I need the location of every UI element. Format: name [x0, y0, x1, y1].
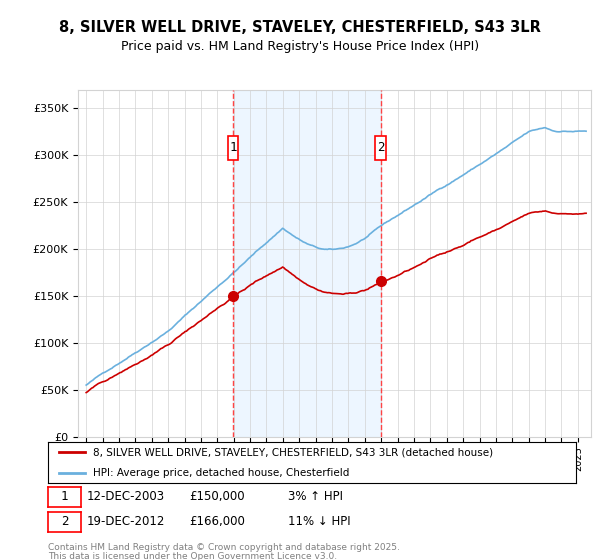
FancyBboxPatch shape [376, 136, 386, 160]
Text: 3% ↑ HPI: 3% ↑ HPI [288, 490, 343, 503]
Text: £150,000: £150,000 [189, 490, 245, 503]
Text: This data is licensed under the Open Government Licence v3.0.: This data is licensed under the Open Gov… [48, 552, 337, 560]
Text: HPI: Average price, detached house, Chesterfield: HPI: Average price, detached house, Ches… [93, 468, 349, 478]
Bar [233, 90, 380, 437]
FancyBboxPatch shape [228, 136, 238, 160]
Text: 1: 1 [61, 490, 68, 503]
Text: 1: 1 [229, 141, 237, 154]
Text: Contains HM Land Registry data © Crown copyright and database right 2025.: Contains HM Land Registry data © Crown c… [48, 543, 400, 552]
Text: 19-DEC-2012: 19-DEC-2012 [87, 515, 166, 529]
Text: 8, SILVER WELL DRIVE, STAVELEY, CHESTERFIELD, S43 3LR: 8, SILVER WELL DRIVE, STAVELEY, CHESTERF… [59, 20, 541, 35]
Text: £166,000: £166,000 [189, 515, 245, 529]
Text: 12-DEC-2003: 12-DEC-2003 [87, 490, 165, 503]
Text: 8, SILVER WELL DRIVE, STAVELEY, CHESTERFIELD, S43 3LR (detached house): 8, SILVER WELL DRIVE, STAVELEY, CHESTERF… [93, 447, 493, 458]
Text: 2: 2 [377, 141, 385, 154]
Text: 11% ↓ HPI: 11% ↓ HPI [288, 515, 350, 529]
Text: 2: 2 [61, 515, 68, 529]
Text: Price paid vs. HM Land Registry's House Price Index (HPI): Price paid vs. HM Land Registry's House … [121, 40, 479, 53]
